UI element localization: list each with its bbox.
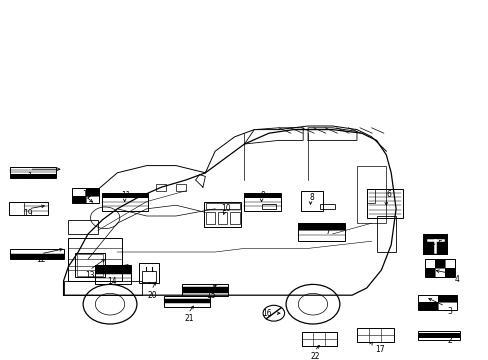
Text: 4: 4 [454, 274, 459, 284]
Bar [425, 259, 454, 277]
Bar [366, 189, 374, 203]
Bar [139, 263, 159, 283]
Bar [298, 223, 344, 230]
Text: 18: 18 [82, 190, 92, 199]
Bar [417, 302, 437, 310]
Text: 19: 19 [23, 209, 33, 217]
Text: 14: 14 [107, 277, 117, 286]
Bar [444, 268, 454, 277]
Bar [261, 204, 276, 209]
Bar [68, 220, 98, 234]
Bar [376, 216, 395, 252]
Bar [102, 193, 148, 198]
Bar [425, 268, 434, 277]
Bar [10, 249, 63, 259]
Bar [244, 193, 281, 198]
Bar [77, 254, 103, 276]
Text: 10: 10 [221, 204, 230, 212]
Text: 6: 6 [386, 190, 390, 199]
Bar [356, 328, 393, 342]
Bar [366, 189, 403, 218]
Text: 22: 22 [310, 352, 320, 360]
Bar [72, 196, 85, 203]
Bar [298, 223, 344, 241]
Bar [301, 332, 336, 346]
Bar [68, 238, 122, 281]
Bar [218, 212, 227, 224]
Bar [10, 254, 63, 259]
Text: 9: 9 [260, 192, 265, 200]
Text: 21: 21 [184, 314, 194, 323]
Text: 15: 15 [206, 292, 216, 300]
Bar [182, 287, 228, 293]
Bar [422, 234, 447, 254]
Text: 3: 3 [447, 307, 451, 316]
Bar [320, 204, 334, 209]
Bar [244, 193, 281, 211]
Bar [10, 175, 56, 178]
Bar [356, 166, 386, 223]
Bar [205, 203, 239, 209]
Text: 2: 2 [447, 336, 451, 345]
Bar [417, 331, 459, 340]
Bar [300, 191, 322, 211]
Text: 7: 7 [325, 227, 329, 236]
Bar [63, 281, 142, 295]
Text: 5: 5 [437, 240, 442, 249]
Bar [182, 284, 228, 296]
Bar [417, 333, 459, 338]
Bar [422, 234, 447, 254]
Bar [102, 193, 148, 211]
Bar [156, 184, 166, 191]
Bar [86, 188, 99, 196]
Bar [205, 212, 215, 224]
Bar [75, 253, 105, 277]
Bar [230, 212, 239, 224]
Bar [9, 202, 48, 215]
Bar [95, 265, 130, 284]
Bar [204, 202, 241, 227]
Text: 17: 17 [375, 346, 385, 354]
Bar [437, 295, 456, 302]
Bar [72, 188, 99, 203]
Text: 16: 16 [262, 309, 271, 318]
Bar [10, 167, 56, 178]
Bar [163, 299, 210, 303]
Bar [95, 265, 130, 274]
Bar [417, 295, 456, 310]
Text: 13: 13 [85, 271, 95, 280]
Text: 8: 8 [309, 193, 314, 202]
Bar [163, 296, 210, 307]
Bar [434, 259, 444, 268]
Bar [142, 271, 156, 282]
Bar [176, 184, 185, 191]
Text: 1: 1 [27, 172, 32, 181]
Text: 11: 11 [121, 191, 131, 199]
Text: 12: 12 [36, 255, 45, 264]
Text: 20: 20 [147, 291, 157, 300]
